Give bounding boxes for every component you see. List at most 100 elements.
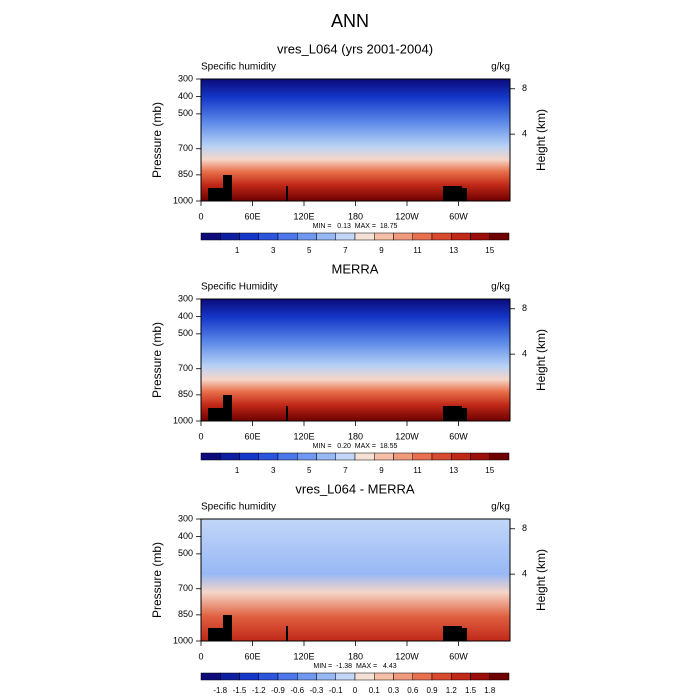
colorbar-box (374, 232, 394, 241)
colorbar-box (297, 232, 317, 241)
y-axis-label: Pressure (mb) (150, 102, 164, 178)
colorbar-box (200, 232, 221, 241)
colorbar-box (316, 232, 336, 241)
y-axis-label: Pressure (mb) (150, 542, 164, 618)
colorbar-label: -0.1 (329, 686, 343, 695)
y-tick-label: 850 (178, 169, 193, 179)
colorbar-box (489, 672, 510, 681)
colorbar-label: 15 (485, 246, 494, 255)
colorbar-label: -0.3 (310, 686, 324, 695)
colorbar-label: 0.3 (388, 686, 400, 695)
terrain (462, 188, 467, 201)
colorbar-box (277, 452, 298, 461)
right-label: g/kg (491, 282, 510, 293)
y-tick-label: 400 (178, 311, 193, 321)
x-tick-label: 120W (395, 651, 419, 661)
colorbar-box (258, 232, 279, 241)
colorbar-box (412, 232, 433, 241)
colorbar-label: -1.5 (233, 686, 247, 695)
colorbar-box (297, 452, 317, 461)
colorbar-box (393, 232, 413, 241)
colorbar-label: -0.6 (290, 686, 304, 695)
x-tick-label: 60W (449, 211, 468, 221)
colorbar-label: 1.2 (446, 686, 458, 695)
x-tick-label: 180 (348, 651, 363, 661)
x-tick-label: 0 (198, 431, 203, 441)
colorbar-box (470, 672, 490, 681)
y-tick-label: 300 (178, 293, 193, 303)
colorbar-box (200, 452, 221, 461)
left-label: Specific humidity (201, 502, 276, 513)
colorbar-label: 0 (353, 686, 358, 695)
y-tick-label: 700 (178, 143, 193, 153)
stats: MIN = -1.38 MAX = 4.43 (313, 663, 396, 670)
colorbar-box (316, 452, 336, 461)
colorbar-box (374, 452, 394, 461)
colorbar-label: 0.9 (426, 686, 438, 695)
colorbar-label: 9 (379, 466, 384, 475)
colorbar-box (354, 672, 375, 681)
colorbar-label: 0.6 (407, 686, 419, 695)
terrain (462, 628, 467, 641)
y2-tick-label: 4 (522, 569, 527, 579)
colorbar-box (489, 232, 510, 241)
colorbar-label: 9 (379, 246, 384, 255)
colorbar-label: -0.9 (271, 686, 285, 695)
x-tick-label: 180 (348, 211, 363, 221)
x-tick-label: 60W (449, 431, 468, 441)
terrain (443, 626, 462, 641)
y-tick-label: 1000 (173, 415, 193, 425)
colorbar-label: 0.1 (369, 686, 381, 695)
colorbar-box (239, 672, 259, 681)
colorbar-box (258, 672, 279, 681)
colorbar-box (412, 672, 433, 681)
y2-axis-label: Height (km) (534, 109, 548, 171)
y2-tick-label: 8 (522, 303, 527, 313)
contour-field (201, 519, 510, 641)
left-label: Specific humidity (201, 62, 276, 73)
colorbar-box (451, 232, 471, 241)
colorbar-box (470, 232, 490, 241)
colorbar-box (412, 452, 433, 461)
x-tick-label: 0 (198, 651, 203, 661)
stats: MIN = 0.20 MAX = 18.55 (313, 443, 398, 450)
stats: MIN = 0.13 MAX = 18.75 (313, 223, 398, 230)
colorbar-box (316, 672, 336, 681)
colorbar-box (431, 672, 452, 681)
right-label: g/kg (491, 502, 510, 513)
y-axis-label: Pressure (mb) (150, 322, 164, 398)
terrain (223, 395, 232, 421)
y-tick-label: 850 (178, 389, 193, 399)
right-label: g/kg (491, 62, 510, 73)
panel-title: vres_L064 - MERRA (295, 481, 415, 496)
colorbar-box (431, 452, 452, 461)
colorbar-box (354, 452, 375, 461)
colorbar-box (354, 232, 375, 241)
x-tick-label: 120E (293, 211, 314, 221)
y-tick-label: 500 (178, 548, 193, 558)
colorbar-label: 1.8 (484, 686, 496, 695)
contour-field (201, 79, 510, 201)
panel-title: vres_L064 (yrs 2001-2004) (277, 41, 433, 56)
y2-tick-label: 4 (522, 129, 527, 139)
colorbar-box (470, 452, 490, 461)
y2-tick-label: 8 (522, 523, 527, 533)
colorbar-box (258, 452, 279, 461)
colorbar-label: 11 (413, 466, 422, 475)
colorbar-label: -1.2 (252, 686, 266, 695)
figure-title: ANN (331, 11, 369, 31)
x-tick-label: 0 (198, 211, 203, 221)
y-tick-label: 400 (178, 531, 193, 541)
y-tick-label: 850 (178, 609, 193, 619)
colorbar-label: 3 (271, 246, 276, 255)
left-label: Specific Humidity (201, 282, 278, 293)
colorbar-box (297, 672, 317, 681)
x-tick-label: 120W (395, 211, 419, 221)
x-tick-label: 120E (293, 651, 314, 661)
terrain (223, 175, 232, 201)
colorbar-box (393, 452, 413, 461)
y2-tick-label: 8 (522, 83, 527, 93)
contour-field (201, 299, 510, 421)
